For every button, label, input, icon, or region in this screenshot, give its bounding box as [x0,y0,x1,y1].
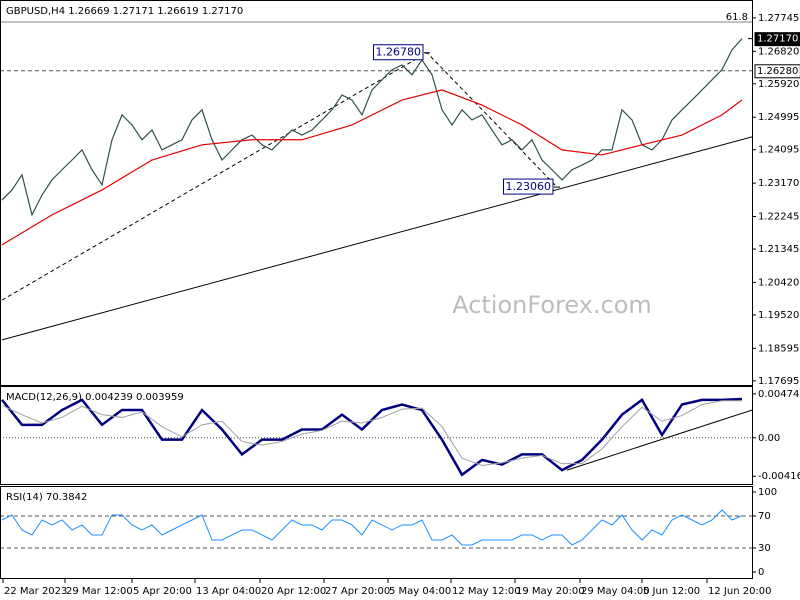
y-tick-label: 1.21345 [758,244,799,255]
panel [0,397,752,477]
macd-panel-frame [0,386,753,485]
label-box [503,178,554,195]
label-box [754,32,800,47]
series-line [1,89,743,246]
y-tick-label: 1.25920 [758,79,799,90]
y-tick-label: 1.27745 [758,13,799,24]
panel: ActionForex.com 61.8 1.26780 1.23060 [0,12,752,341]
y-tick-label: 1.18595 [758,343,799,354]
trendline [1,136,752,341]
panel [0,509,752,549]
y-tick-label: 1.23170 [758,178,799,189]
y-tick-label: 1.22245 [758,212,799,223]
x-tick-label: 12 May 12:00 [452,586,521,597]
panel-title: MACD(12,26,9) 0.004239 0.003959 [6,392,184,403]
y-tick-label: 1.19520 [758,310,799,321]
series-line [1,400,742,467]
y-tick-label: 1.24095 [758,145,799,156]
x-tick-label: 12 Jun 20:00 [708,586,772,597]
x-tick-label: 22 Mar 2023 [4,586,67,597]
x-tick-label: 5 May 04:00 [389,586,451,597]
panel-title: GBPUSD,H4 1.26669 1.27171 1.26619 1.2717… [6,6,243,17]
x-tick-label: 27 Apr 20:00 [325,586,390,597]
y-tick-label: 100 [758,487,777,498]
y-tick-label: 1.20420 [758,277,799,288]
annotation-label: 1.26780 [376,46,422,59]
y-tick-label: 1.24995 [758,112,799,123]
level-price-label: 1.26280 [757,66,798,77]
x-tick-label: 29 Mar 12:00 [66,586,133,597]
y-tick-label: 1.26820 [758,46,799,57]
y-tick-label: 70 [758,511,771,522]
annotation-label: 1.23060 [506,180,552,193]
series-line [1,509,743,546]
label-box [754,64,800,79]
y-tick-label: 0.00 [758,433,780,444]
y-tick-label: 0 [758,567,764,578]
x-tick-label: 19 May 20:00 [516,586,585,597]
rsi-panel-frame [0,486,753,579]
y-tick-label: 1.17695 [758,376,799,387]
x-tick-label: 20 Apr 12:00 [261,586,326,597]
y-tick-label: 0.004746 [758,389,800,400]
x-tick-label: 13 Apr 04:00 [196,586,261,597]
plot-layer: ActionForex.com 61.8 1.26780 1.23060 [0,12,752,549]
label-box [373,44,424,61]
x-tick-label: 5 Jun 12:00 [643,586,700,597]
x-tick-label: 5 Apr 20:00 [133,586,192,597]
trendline [566,409,752,471]
last-price-label: 1.27170 [757,34,798,45]
x-tick-label: 29 May 04:00 [581,586,650,597]
y-tick-label: -0.004161 [758,471,800,482]
watermark: ActionForex.com [452,291,652,319]
level-label: 61.8 [726,12,748,23]
y-tick-label: 30 [758,543,771,554]
series-line [1,38,743,217]
panel-title: RSI(14) 70.3842 [6,492,87,503]
price-panel-frame [0,0,753,386]
